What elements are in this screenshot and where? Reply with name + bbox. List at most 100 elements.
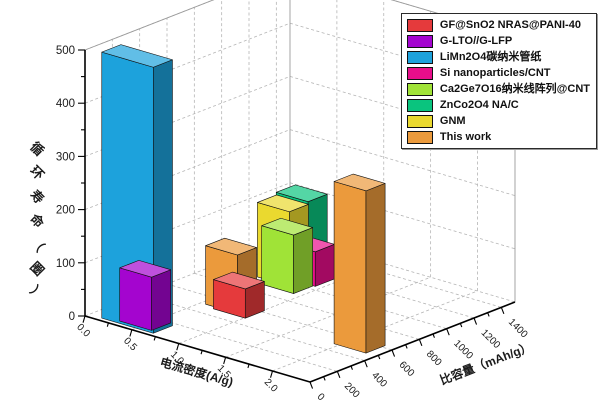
- legend-item-label: GF@SnO2 NRAS@PANI-40: [439, 19, 581, 31]
- z-axis-tick: [487, 312, 490, 317]
- legend-color-swatch: [406, 98, 433, 112]
- bar-top-gnm: [257, 194, 309, 213]
- legend-color-swatch: [406, 34, 433, 48]
- z-axis-tick: [336, 371, 341, 379]
- y-axis-title-char: 循: [27, 139, 47, 159]
- left-wall-grid-line: [84, 0, 215, 51]
- bar-top-this-work: [205, 237, 257, 256]
- x-axis-tick: [270, 370, 274, 378]
- y-axis-title-char: 命: [27, 210, 48, 231]
- legend-color-swatch: [406, 66, 433, 80]
- z-axis-tick-label: 800: [424, 349, 444, 369]
- x-axis-tick: [200, 350, 203, 355]
- legend-item: LiMn2O4碳纳米管纸: [406, 49, 590, 65]
- bar-top-limn2o4: [101, 44, 173, 68]
- y-axis-title-char: 圈: [27, 259, 47, 279]
- x-axis-tick: [129, 329, 133, 337]
- y-axis-tick-label: 400: [56, 98, 75, 110]
- bar-top-g-lto-g-lfp: [119, 260, 172, 278]
- legend-color-swatch: [406, 18, 433, 32]
- bar-this-work: [333, 181, 367, 354]
- legend-item: GF@SnO2 NRAS@PANI-40: [406, 17, 590, 33]
- x-axis-tick: [153, 336, 156, 341]
- x-axis-tick: [176, 343, 180, 351]
- z-axis-tick: [459, 323, 463, 328]
- bar-top-znco2o4-na-c: [275, 184, 328, 202]
- z-axis-tick-label: 1200: [479, 327, 503, 351]
- x-axis-tick-label: 2.0: [262, 377, 280, 395]
- bar-ca2ge7o16-cnt: [261, 225, 294, 294]
- bar-top-gf-sno2-nras-pani-40: [213, 271, 265, 290]
- x-axis-tick: [106, 322, 109, 327]
- z-axis-tick: [391, 349, 396, 357]
- z-axis-tick: [473, 317, 478, 325]
- y-axis-tick-label: 500: [56, 45, 75, 57]
- y-axis-tick-label: 300: [56, 151, 75, 163]
- z-axis-tick: [432, 333, 435, 338]
- floor-grid-line: [225, 276, 431, 358]
- y-axis-title-char: ）: [27, 283, 47, 303]
- z-axis-tick: [323, 376, 326, 381]
- y-axis-tick-label: 200: [56, 205, 75, 217]
- legend-item-label: LiMn2O4碳纳米管纸: [439, 51, 542, 63]
- legend-item-label: Ca2Ge7O16纳米线阵列@CNT: [439, 83, 590, 95]
- y-axis-tick-label: 100: [56, 258, 75, 270]
- bar-g-lto-g-lfp: [119, 267, 152, 331]
- y-axis-tick-label: 0: [69, 311, 75, 323]
- x-axis-tick-label: 0.0: [74, 322, 92, 340]
- bar-top-ca2ge7o16-cnt: [261, 217, 314, 236]
- x-axis-tick: [247, 363, 250, 369]
- bar-side-this-work: [365, 183, 386, 354]
- z-axis-tick-label: 1400: [506, 317, 530, 341]
- legend-item-label: ZnCo2O4 NA/C: [439, 99, 519, 111]
- z-axis-tick-label: 600: [397, 359, 417, 379]
- legend-item-label: GNM: [439, 115, 466, 127]
- y-axis-title-char: （: [27, 235, 47, 255]
- legend-item-label: G-LTO//G-LFP: [439, 35, 513, 47]
- legend-color-swatch: [406, 114, 433, 128]
- bar-top-this-work: [333, 173, 386, 192]
- left-wall-grid-line: [84, 22, 291, 104]
- z-axis-tick: [309, 381, 314, 389]
- y-axis-title-char: 寿: [27, 187, 47, 207]
- z-axis-tick-label: 0: [315, 391, 327, 403]
- legend-color-swatch: [406, 130, 433, 144]
- z-axis-tick-label: 1000: [451, 338, 475, 362]
- z-axis-tick-label: 400: [369, 370, 389, 390]
- legend-item: Si nanoparticles/CNT: [406, 65, 590, 81]
- y-axis-title-char: 环: [27, 163, 47, 183]
- right-wall-grid-line: [289, 182, 516, 250]
- legend: GF@SnO2 NRAS@PANI-40 G-LTO//G-LFP LiMn2O4碳…: [400, 13, 597, 149]
- legend-item: GNM: [406, 113, 590, 129]
- floor-grid-line: [139, 294, 365, 362]
- legend-color-swatch: [406, 50, 433, 64]
- z-axis: [309, 301, 516, 383]
- legend-item-label: This work: [439, 131, 492, 143]
- legend-item: This work: [406, 129, 590, 145]
- z-axis-tick: [405, 344, 408, 349]
- x-axis-tick-label: 0.5: [121, 336, 139, 354]
- z-axis-tick: [446, 328, 450, 336]
- legend-item: G-LTO//G-LFP: [406, 33, 590, 49]
- z-axis-tick: [500, 307, 505, 315]
- left-wall-top-edge: [84, 0, 215, 51]
- left-wall-grid-line: [84, 129, 291, 210]
- bar-side-g-lto-g-lfp: [151, 269, 172, 331]
- legend-item: ZnCo2O4 NA/C: [406, 97, 590, 113]
- left-wall-grid-line: [84, 182, 291, 264]
- legend-item: Ca2Ge7O16纳米线阵列@CNT: [406, 81, 590, 97]
- bar-side-ca2ge7o16-cnt: [293, 227, 314, 294]
- legend-color-swatch: [406, 82, 433, 96]
- z-axis-tick: [418, 339, 423, 347]
- x-axis-tick: [82, 315, 86, 323]
- z-axis-tick-label: 200: [342, 381, 362, 401]
- x-axis-tick: [223, 357, 227, 365]
- z-axis-tick: [364, 360, 368, 368]
- z-axis-tick: [350, 365, 353, 370]
- legend-item-label: Si nanoparticles/CNT: [439, 67, 551, 79]
- left-wall-grid-line: [84, 76, 291, 157]
- z-axis-tick: [377, 355, 381, 360]
- x-axis-title: 电流密度(A/g): [158, 354, 235, 389]
